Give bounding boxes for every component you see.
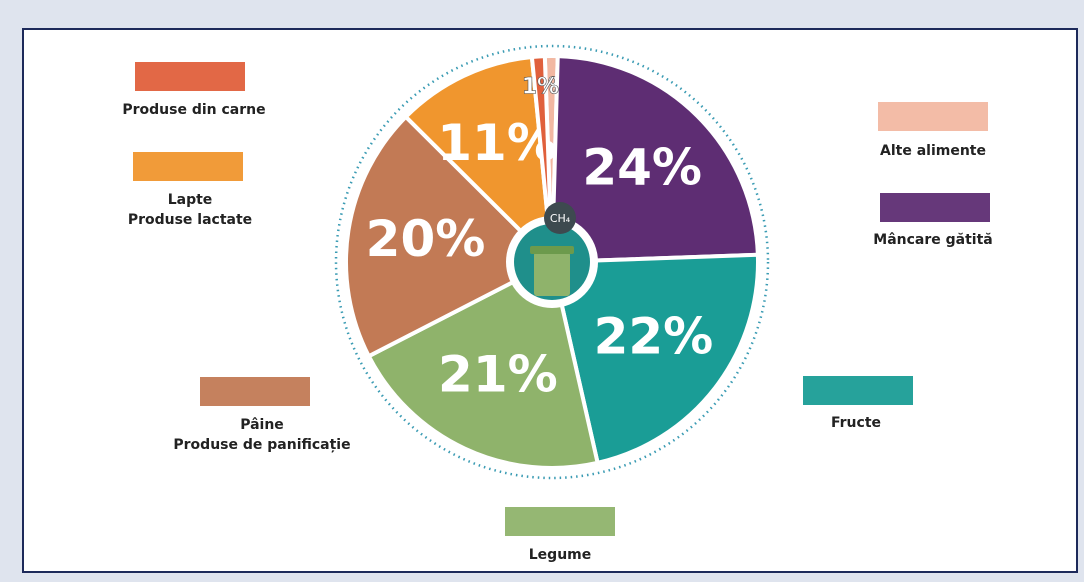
legend-label: Alte alimente [803,141,1063,161]
slice-label: 24% [582,139,702,197]
legend-swatch [200,377,310,406]
legend-swatch [803,376,913,405]
legend-swatch [880,193,990,222]
bin-lid [530,246,574,254]
slice-label: 22% [594,308,714,366]
legend-swatch [133,152,243,181]
legend-swatch [135,62,245,91]
page: 1%24%22%21%20%11%1%CH₄ (() => { const da… [0,0,1084,582]
bin-icon [534,252,570,296]
center-label: CH₄ [550,212,571,225]
legend-swatch [878,102,988,131]
legend-label: Pâine Produse de panificație [132,415,392,455]
slice-label: 21% [438,346,558,404]
legend-label: Fructe [726,413,986,433]
legend-label: Legume [430,545,690,565]
slice-label: 20% [366,210,486,268]
legend-label: Lapte Produse lactate [60,190,320,230]
slice-label: 1% [522,74,559,99]
legend-label: Mâncare gătită [803,230,1063,250]
legend-label: Produse din carne [64,100,324,120]
legend-swatch [505,507,615,536]
